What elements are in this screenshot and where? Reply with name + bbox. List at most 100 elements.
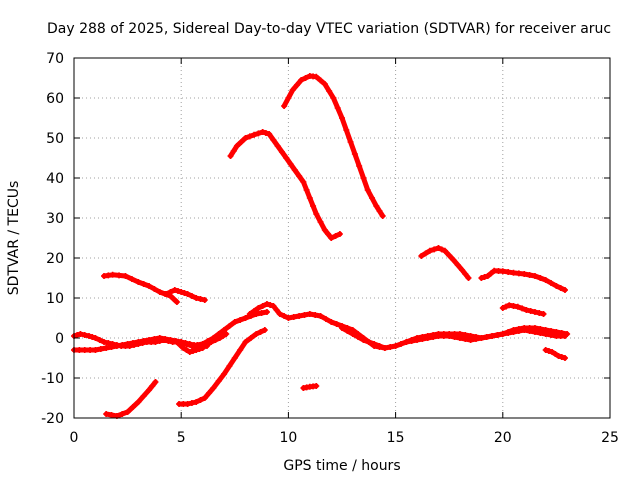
data-point (167, 337, 174, 343)
data-point (344, 328, 351, 334)
data-point (215, 378, 222, 384)
series-arc-zero-b (71, 309, 270, 353)
x-axis-label: GPS time / hours (283, 458, 400, 474)
data-point (129, 340, 136, 346)
data-point (237, 317, 244, 323)
data-point (285, 95, 292, 101)
data-point (561, 287, 568, 293)
data-point (505, 329, 512, 335)
y-tick-label: -10 (41, 371, 64, 387)
data-point (317, 77, 324, 84)
data-point (365, 339, 372, 345)
data-point (330, 95, 337, 101)
data-point (328, 319, 335, 325)
data-point (87, 347, 94, 353)
data-point (262, 130, 269, 136)
data-point (124, 341, 131, 347)
data-point (184, 401, 191, 407)
data-point (270, 303, 277, 309)
data-point (140, 338, 147, 344)
data-point (253, 311, 260, 317)
data-point (208, 339, 215, 345)
data-point (360, 175, 367, 181)
data-point (467, 333, 474, 339)
data-point (419, 334, 426, 340)
data-point (451, 331, 458, 337)
data-point (258, 310, 265, 316)
data-point (177, 342, 184, 348)
data-point (526, 325, 533, 331)
data-point (301, 312, 308, 318)
data-point (96, 337, 103, 343)
data-point (561, 355, 568, 361)
data-point (151, 286, 158, 292)
data-points (71, 73, 571, 419)
data-point (242, 315, 249, 321)
data-point (266, 131, 273, 137)
data-point (521, 325, 528, 331)
data-point (108, 344, 115, 350)
data-point (199, 345, 206, 351)
data-point (326, 88, 333, 94)
data-point (422, 250, 429, 257)
data-point (203, 342, 210, 348)
data-point (259, 129, 266, 135)
data-point (296, 313, 303, 319)
data-point (221, 327, 228, 333)
data-point (537, 326, 544, 332)
data-point (242, 339, 249, 345)
data-point (306, 311, 313, 317)
data-point (531, 309, 538, 315)
data-point (122, 273, 129, 279)
data-point (193, 295, 200, 301)
data-point (188, 343, 195, 349)
data-point (478, 275, 485, 281)
data-point (255, 130, 262, 137)
data-point (454, 262, 461, 268)
data-point (499, 305, 506, 311)
data-point (278, 149, 285, 155)
data-point (521, 271, 528, 277)
data-point (246, 133, 253, 140)
data-point (251, 131, 258, 138)
data-point (355, 334, 362, 340)
data-point (140, 393, 147, 399)
data-point (537, 275, 544, 281)
data-point (333, 321, 340, 327)
data-point (103, 411, 110, 417)
data-point (313, 73, 320, 80)
data-point (465, 275, 472, 281)
data-point (263, 309, 270, 315)
data-point (293, 82, 300, 88)
data-point (426, 247, 433, 254)
data-point (553, 329, 560, 335)
data-point (540, 311, 547, 317)
data-point (113, 343, 120, 349)
data-point (257, 329, 264, 335)
data-point (376, 208, 383, 214)
data-point (510, 269, 517, 276)
data-point (376, 343, 383, 349)
series-trace (103, 379, 158, 419)
data-point (424, 333, 431, 339)
data-point (310, 203, 317, 209)
data-point (97, 346, 104, 352)
data-point (527, 308, 534, 314)
data-point (321, 81, 328, 87)
data-point (473, 334, 479, 340)
data-point (201, 395, 208, 401)
data-point (343, 127, 350, 133)
data-point (519, 305, 526, 312)
data-point (515, 326, 522, 332)
data-point (336, 231, 343, 237)
data-point (549, 349, 556, 355)
data-point (116, 272, 123, 279)
data-point (221, 371, 228, 377)
data-point (92, 347, 99, 353)
data-point (212, 337, 219, 343)
data-point (371, 341, 378, 347)
data-point (135, 399, 142, 405)
data-point (430, 332, 437, 338)
x-tick-label: 25 (601, 430, 619, 446)
data-point (303, 187, 310, 193)
